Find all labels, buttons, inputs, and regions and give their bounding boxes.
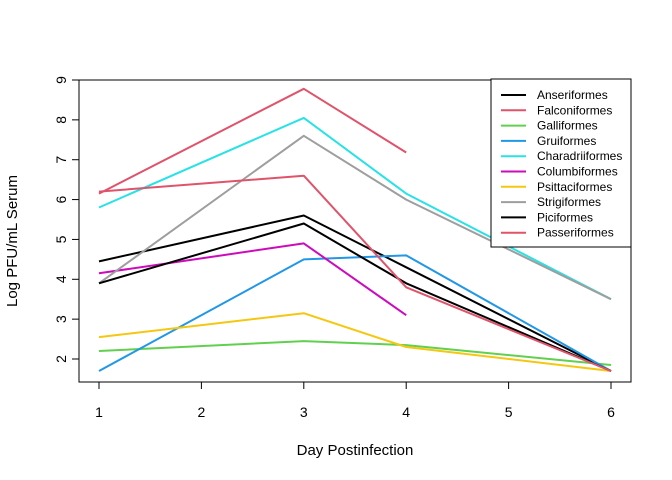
series-line-passeriformes [98,174,612,372]
series-lines [98,87,612,372]
series-line-piciformes [98,222,612,372]
legend-label: Charadriiformes [537,149,622,163]
series-line-anseriformes [98,214,612,372]
x-axis: 1 2 3 4 5 6 [95,381,615,420]
legend-label: Falconiformes [537,103,612,117]
y-tick-label: 3 [53,315,69,323]
legend-label: Passeriformes [537,226,614,240]
legend-label: Anseriformes [537,88,608,102]
series-line-falconiformes [98,87,407,195]
x-tick-label: 6 [607,404,615,420]
legend-label: Gruiformes [537,134,596,148]
y-tick-label: 6 [53,195,69,203]
series-line-strigiformes [98,134,612,301]
legend-label: Galliformes [537,119,598,133]
x-tick-label: 4 [402,404,410,420]
y-axis: 2 3 4 5 6 7 8 9 [53,76,80,363]
y-axis-title: Log PFU/mL Serum [4,175,21,307]
series-line-galliformes [98,340,612,366]
legend-label: Columbiformes [537,165,618,179]
y-tick-label: 2 [53,355,69,363]
x-tick-label: 2 [198,404,206,420]
series-line-gruiformes [98,254,612,372]
x-tick-label: 3 [300,404,308,420]
y-tick-label: 5 [53,235,69,243]
series-line-psittaciformes [98,312,612,372]
x-axis-title: Day Postinfection [297,442,414,459]
series-line-columbiformes [98,242,407,317]
legend-label: Psittaciformes [537,180,612,194]
y-tick-label: 7 [53,156,69,164]
legend-label: Strigiformes [537,195,601,209]
x-tick-label: 5 [505,404,513,420]
legend-box [490,78,632,248]
y-tick-label: 4 [53,275,69,283]
x-tick-label: 1 [95,404,103,420]
y-tick-label: 8 [53,116,69,124]
y-tick-label: 9 [53,76,69,84]
legend-label: Piciformes [537,210,593,224]
